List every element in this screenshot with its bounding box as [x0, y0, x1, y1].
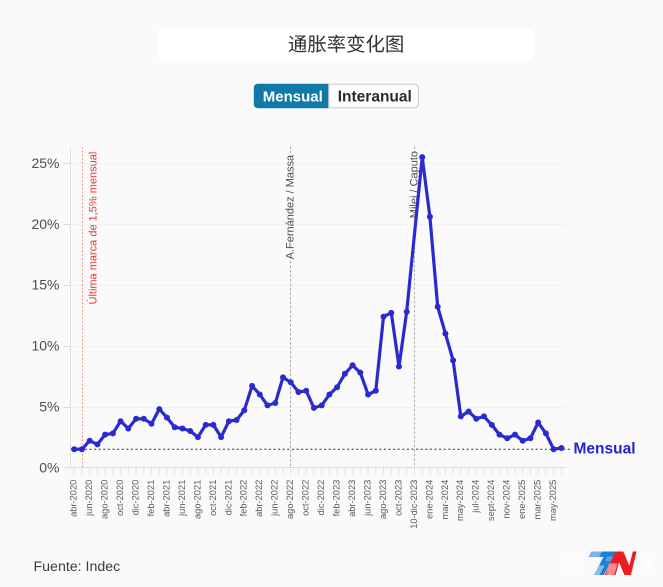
svg-text:5%: 5% — [39, 398, 59, 414]
svg-text:15%: 15% — [31, 277, 59, 293]
svg-text:ene-2025: ene-2025 — [517, 480, 527, 519]
svg-text:nov-2024: nov-2024 — [502, 480, 512, 519]
svg-text:mar-2025: mar-2025 — [533, 480, 543, 520]
svg-text:Fuente: Indec: Fuente: Indec — [34, 559, 121, 575]
svg-text:abr-2021: abr-2021 — [161, 480, 171, 517]
svg-text:Interanual: Interanual — [338, 88, 412, 105]
svg-text:25%: 25% — [31, 155, 59, 171]
svg-text:jun-2023: jun-2023 — [363, 480, 373, 517]
svg-text:A.Fernández / Massa: A.Fernández / Massa — [285, 154, 297, 259]
svg-text:jun-2022: jun-2022 — [270, 480, 280, 517]
svg-text:ene-2024: ene-2024 — [424, 480, 434, 519]
svg-text:oct-2021: oct-2021 — [208, 480, 218, 516]
svg-text:ago-2020: ago-2020 — [100, 480, 110, 519]
svg-text:oct-2020: oct-2020 — [115, 480, 125, 516]
svg-text:Mensual: Mensual — [574, 440, 636, 457]
svg-text:10%: 10% — [31, 338, 59, 354]
svg-text:mar-2024: mar-2024 — [440, 480, 450, 520]
svg-text:ago-2022: ago-2022 — [285, 480, 295, 519]
svg-text:may-2024: may-2024 — [455, 480, 465, 521]
svg-text:10-dic-2023: 10-dic-2023 — [409, 480, 419, 529]
svg-text:oct-2022: oct-2022 — [301, 480, 311, 516]
svg-text:sept-2024: sept-2024 — [486, 480, 496, 521]
svg-text:feb-2023: feb-2023 — [332, 480, 342, 517]
svg-text:abr-2020: abr-2020 — [69, 480, 79, 517]
svg-text:ago-2021: ago-2021 — [192, 480, 202, 519]
svg-text:abr-2022: abr-2022 — [254, 480, 264, 517]
svg-text:dic-2022: dic-2022 — [316, 480, 326, 516]
svg-text:feb-2022: feb-2022 — [239, 480, 249, 517]
svg-text:abr-2023: abr-2023 — [347, 480, 357, 517]
svg-text:jun-2020: jun-2020 — [84, 480, 94, 517]
svg-text:dic-2020: dic-2020 — [131, 480, 141, 516]
svg-text:jul-2024: jul-2024 — [471, 480, 481, 514]
svg-text:may-2025: may-2025 — [548, 480, 558, 521]
svg-text:feb-2021: feb-2021 — [146, 480, 156, 517]
svg-text:oct-2023: oct-2023 — [393, 480, 403, 516]
svg-text:Última marca de 1,5% mensual: Última marca de 1,5% mensual — [87, 152, 100, 305]
svg-text:jun-2021: jun-2021 — [177, 480, 187, 517]
svg-text:20%: 20% — [31, 216, 59, 232]
svg-text:dic-2021: dic-2021 — [223, 480, 233, 516]
svg-text:Mensual: Mensual — [263, 88, 323, 105]
svg-text:0%: 0% — [39, 459, 59, 475]
svg-text:ago-2023: ago-2023 — [378, 480, 388, 519]
